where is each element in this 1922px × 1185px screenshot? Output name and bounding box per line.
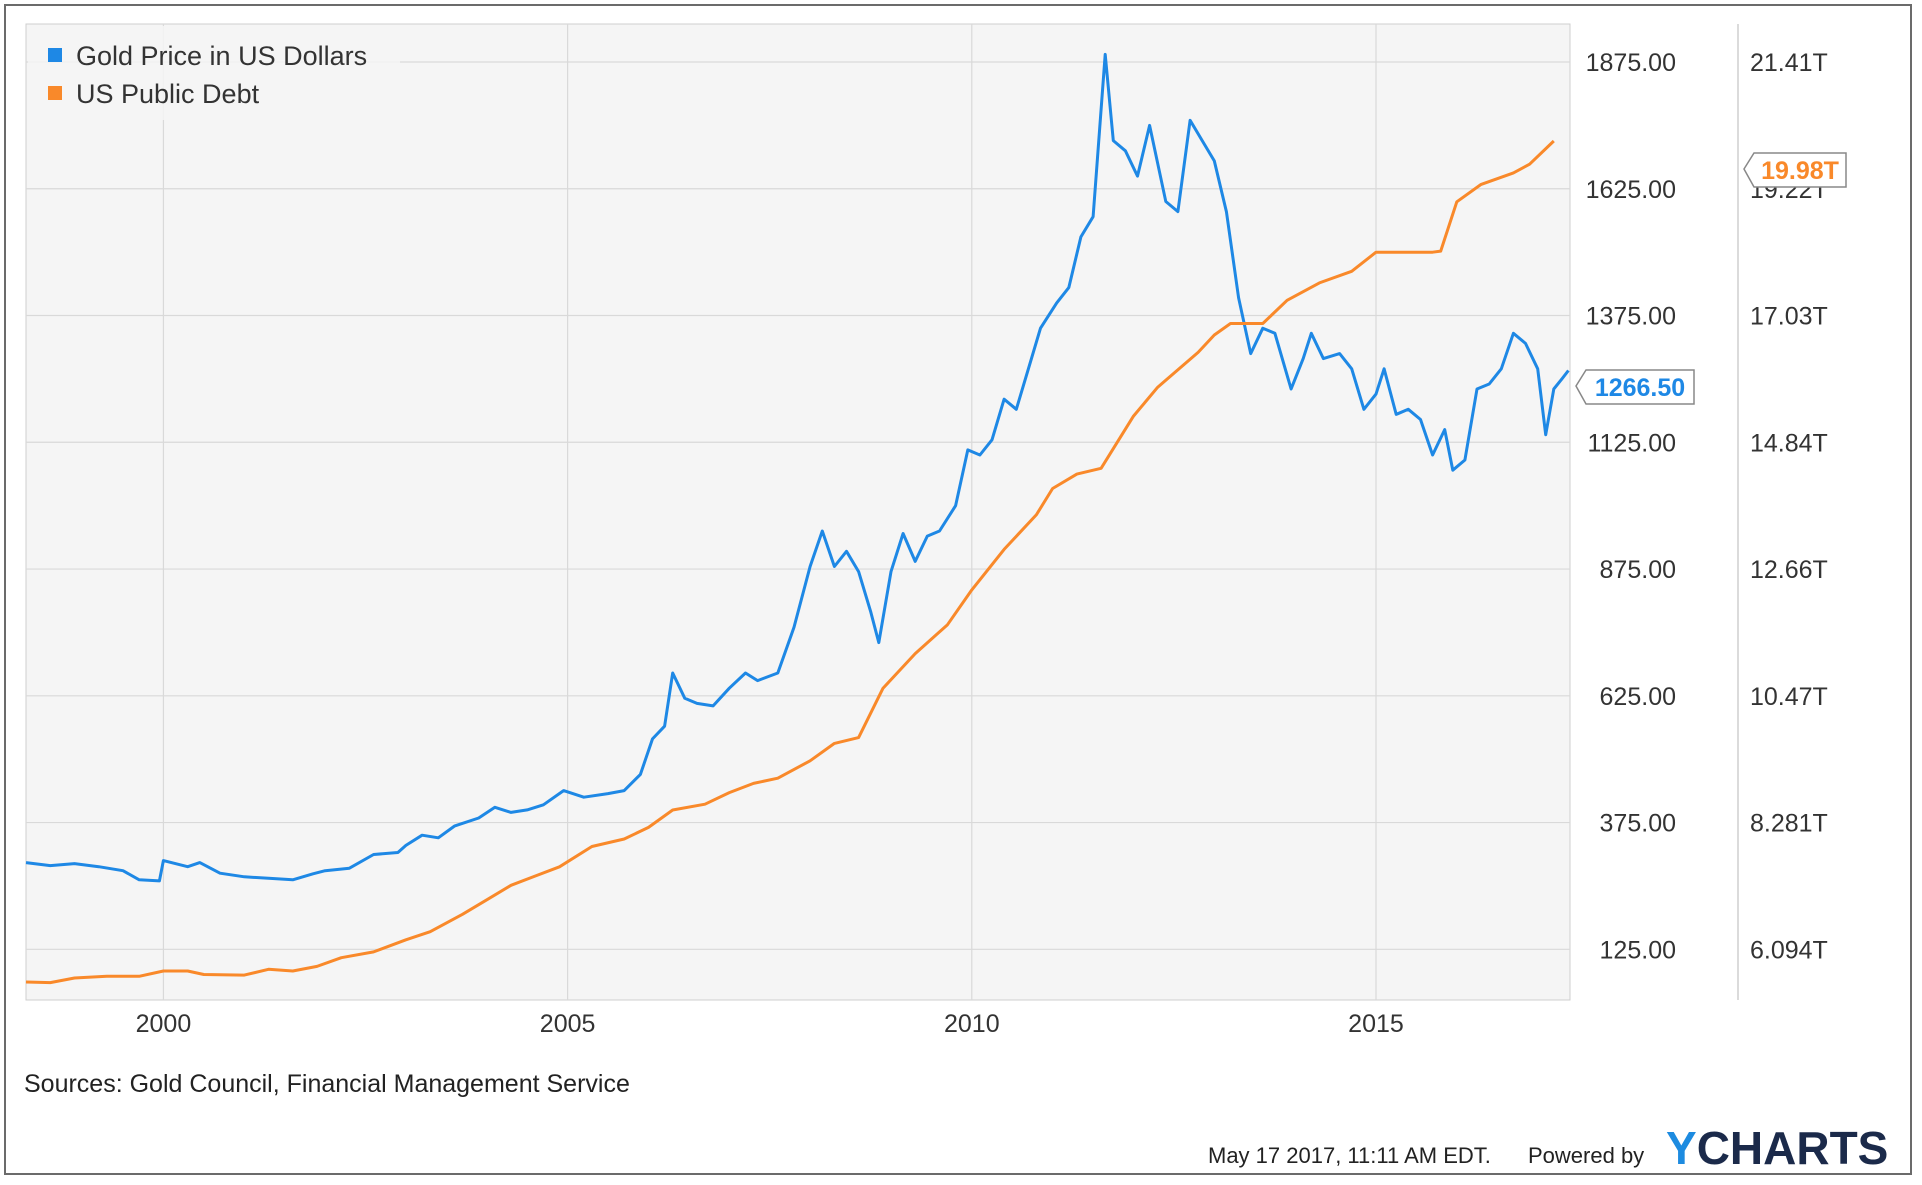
- ycharts-logo[interactable]: YCHARTS: [1666, 1122, 1888, 1174]
- gold-last-value-callout: 1266.50: [1575, 369, 1695, 405]
- series-layer: [25, 52, 1570, 985]
- y-right-tick-label: 14.84T: [1750, 429, 1828, 457]
- us-public-debt-line: [25, 139, 1555, 985]
- legend-swatch-debt: [48, 86, 62, 100]
- gold-last-value: 1266.50: [1595, 374, 1685, 402]
- legend-label-gold: Gold Price in US Dollars: [76, 41, 367, 71]
- y-left-tick-label: 1125.00: [1587, 429, 1676, 457]
- legend-swatch-gold: [48, 48, 62, 62]
- y-left-tick-label: 1875.00: [1586, 49, 1676, 77]
- y-right-tick-label: 21.41T: [1750, 49, 1828, 77]
- plot-area: [25, 23, 1571, 1001]
- y-left-tick-label: 375.00: [1600, 810, 1676, 838]
- x-tick-label: 2005: [540, 1010, 596, 1038]
- debt-last-value: 19.98T: [1761, 157, 1839, 185]
- legend: Gold Price in US Dollars US Public Debt: [28, 26, 400, 120]
- y-right-tick-label: 6.094T: [1750, 936, 1828, 964]
- timestamp: May 17 2017, 11:11 AM EDT.: [1208, 1143, 1491, 1168]
- x-tick-label: 2000: [136, 1010, 192, 1038]
- x-tick-label: 2010: [944, 1010, 1000, 1038]
- y-axis-right: 6.094T8.281T10.47T12.66T14.84T17.03T19.2…: [1750, 49, 1828, 964]
- y-axis-left: 125.00 375.00 625.00 875.00 1125.00 1375.00 16…: [1586, 49, 1676, 964]
- y-right-tick-label: 10.47T: [1750, 683, 1828, 711]
- y-left-tick-label: 125.00: [1600, 936, 1676, 964]
- debt-last-value-callout: 19.98T: [1743, 152, 1847, 188]
- y-left-tick-label: 875.00: [1600, 556, 1676, 584]
- y-left-tick-label: 1625.00: [1586, 176, 1676, 204]
- y-right-tick-label: 12.66T: [1750, 556, 1828, 584]
- y-right-tick-label: 17.03T: [1750, 303, 1828, 331]
- gold-callout-box: [1575, 369, 1695, 405]
- ycharts-logo-y: Y: [1666, 1122, 1697, 1174]
- grid-lines-horizontal: [26, 61, 1570, 950]
- legend-label-debt: US Public Debt: [76, 79, 260, 109]
- grid-lines-vertical: [162, 24, 1377, 1000]
- powered-by-label: Powered by: [1528, 1143, 1644, 1168]
- gold-price-line: [25, 52, 1570, 883]
- legend-background: [28, 26, 400, 120]
- y-left-tick-label: 1375.00: [1586, 303, 1676, 331]
- y-left-tick-label: 625.00: [1600, 683, 1676, 711]
- source-note: Sources: Gold Council, Financial Managem…: [24, 1070, 630, 1098]
- x-axis: 2000 2005 2010 2015: [136, 1010, 1404, 1038]
- y-right-tick-label: 8.281T: [1750, 810, 1828, 838]
- x-tick-label: 2015: [1348, 1010, 1404, 1038]
- ycharts-logo-rest: CHARTS: [1697, 1122, 1889, 1174]
- debt-callout-box: [1743, 152, 1847, 188]
